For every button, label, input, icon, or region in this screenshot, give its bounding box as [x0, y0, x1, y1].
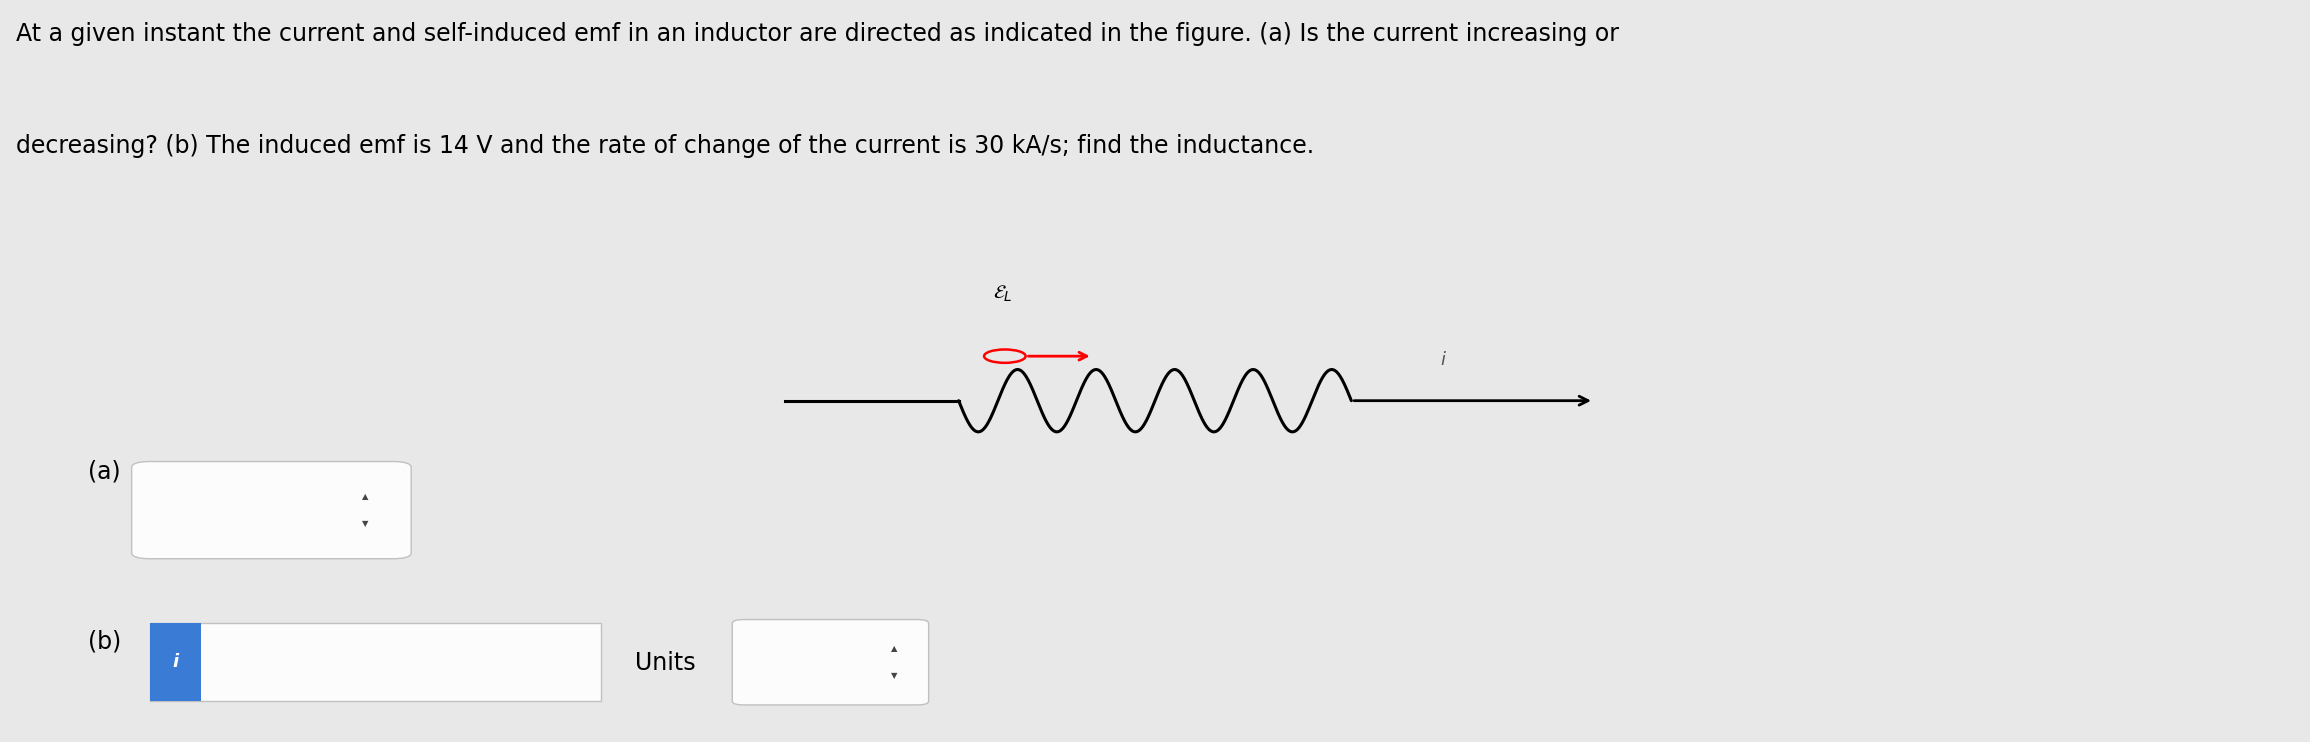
Text: ▼: ▼	[363, 519, 367, 528]
Text: i: i	[173, 653, 178, 672]
Text: ▼: ▼	[892, 671, 896, 680]
Text: $i$: $i$	[1441, 351, 1446, 369]
FancyBboxPatch shape	[150, 623, 201, 701]
Text: (b): (b)	[88, 630, 120, 654]
Text: decreasing? (b) The induced emf is 14 V and the rate of change of the current is: decreasing? (b) The induced emf is 14 V …	[16, 134, 1314, 157]
FancyBboxPatch shape	[132, 462, 411, 559]
Text: At a given instant the current and self-induced emf in an inductor are directed : At a given instant the current and self-…	[16, 22, 1619, 46]
FancyBboxPatch shape	[732, 620, 929, 705]
Text: ▲: ▲	[892, 644, 896, 654]
FancyBboxPatch shape	[150, 623, 601, 701]
Text: $\mathcal{E}_L$: $\mathcal{E}_L$	[993, 284, 1014, 304]
Text: ▲: ▲	[363, 492, 367, 502]
Text: Units: Units	[635, 651, 695, 674]
Text: (a): (a)	[88, 459, 120, 483]
